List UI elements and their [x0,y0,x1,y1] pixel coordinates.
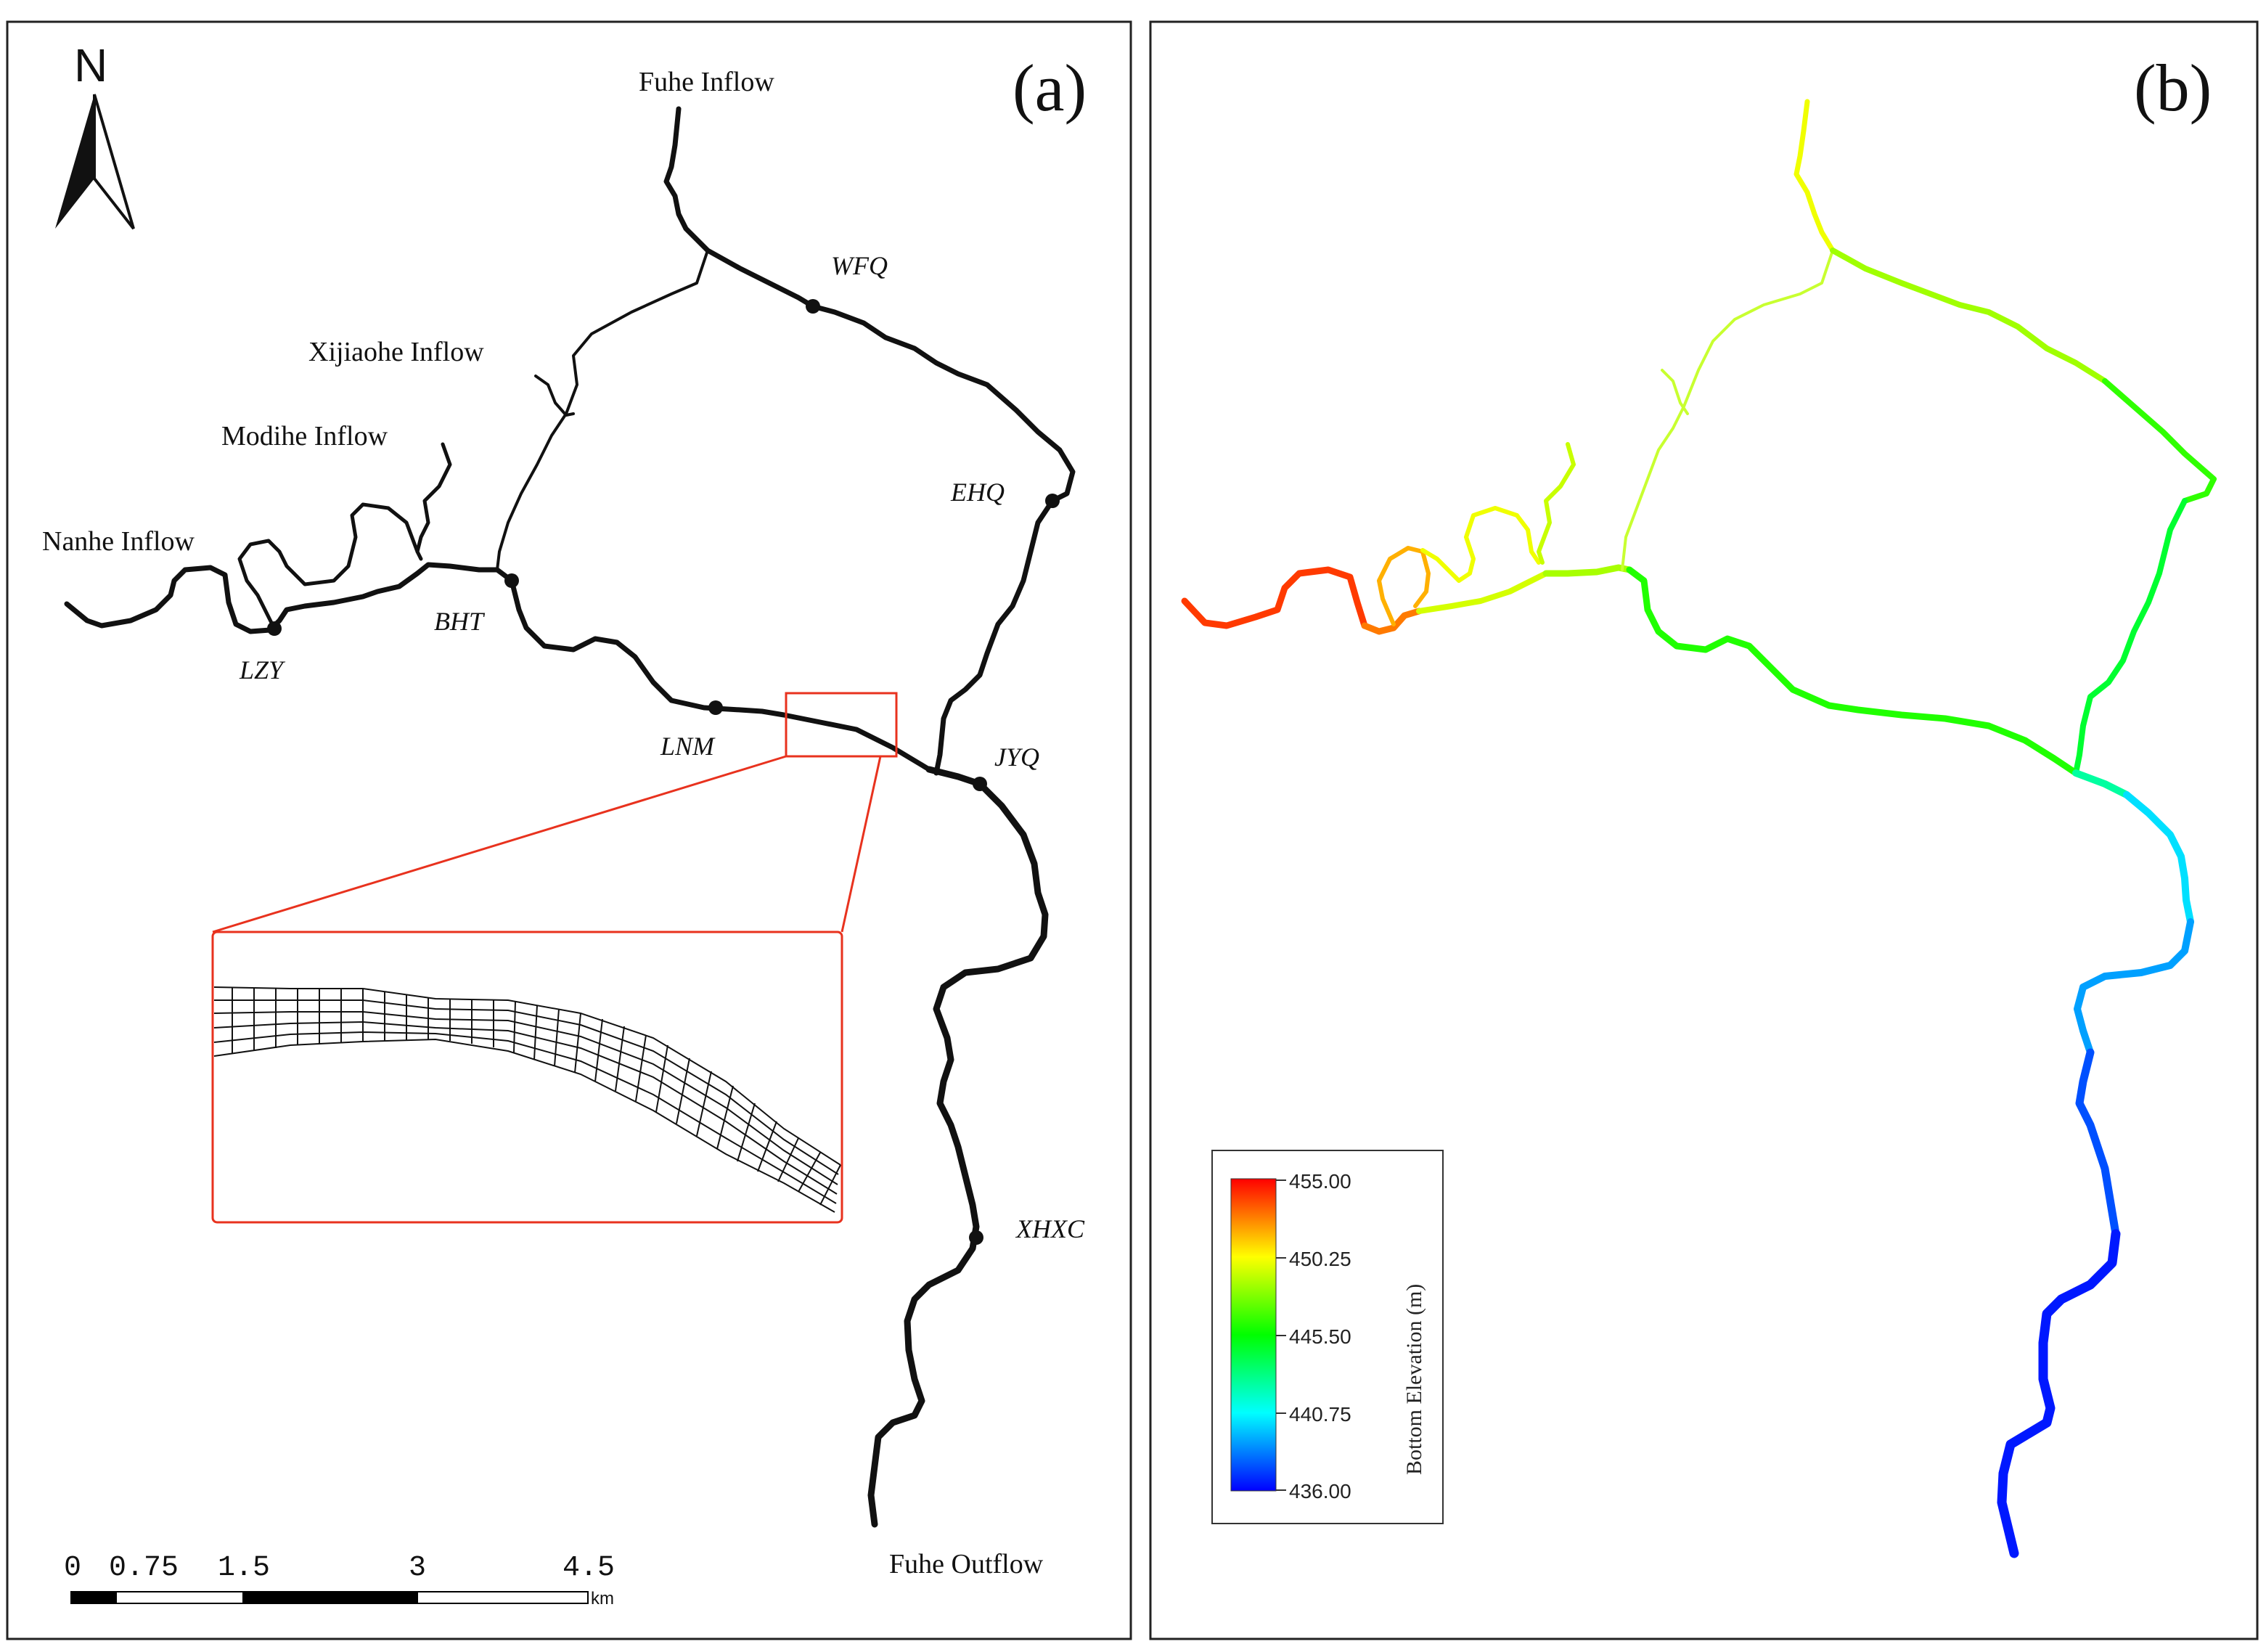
panel-a-tag: (a) [1013,51,1087,125]
elevation-river-network [1181,99,2217,1558]
xijiaohe-river [496,249,709,571]
scale-unit: km [591,1589,614,1608]
modihe-river [415,442,452,561]
colorbar-tick-450-25: 450.25 [1289,1248,1351,1270]
panel-a: (a) N WFQ EHQ BHT LZY LNM [6,20,1132,1640]
colorbar-tick-436: 436.00 [1289,1480,1351,1502]
scale-bar: 0 0.75 1.5 3 4.5 km [64,1552,615,1608]
fuhe-north-river [663,106,1076,504]
panel-a-frame [6,20,1132,1640]
north-arrow-icon: N [55,39,135,230]
station-xhxc-label: XHXC [1015,1214,1085,1243]
colorbar-title: Bottom Elevation (m) [1402,1284,1426,1475]
colorbar-gradient [1230,1178,1277,1492]
colorbar-tick-445-5: 445.50 [1289,1325,1351,1348]
station-wfq-marker [806,299,820,314]
east-branch-river [933,498,1055,776]
station-jyq-label: JYQ [994,743,1039,772]
modihe-inflow-label: Modihe Inflow [221,421,388,451]
station-lzy-label: LZY [239,655,286,684]
nanhe-river [64,562,932,772]
colorbar-legend: 455.00 450.25 445.50 440.75 436.00 Botto… [1211,1150,1444,1524]
xijiaohe-inflow-label: Xijiaohe Inflow [308,337,484,367]
north-label: N [74,39,107,91]
station-xhxc-marker [969,1230,983,1245]
zoom-inset-frame [211,931,843,1224]
station-ehq-marker [1045,494,1060,508]
fuhe-inflow-label: Fuhe Inflow [639,67,774,97]
scale-tick-4-5: 4.5 [563,1552,615,1584]
scale-tick-0-75: 0.75 [109,1552,179,1584]
mesh-grid-inset [213,986,841,1213]
scale-tick-0: 0 [64,1552,81,1584]
station-lnm-label: LNM [660,732,716,761]
colorbar-tick-455: 455.00 [1289,1170,1351,1193]
panel-b-tag: (b) [2134,51,2212,125]
xijiaohe-headwater [534,375,575,417]
nanhe-inflow-label: Nanhe Inflow [42,526,195,557]
modihe-loop [237,502,420,634]
station-jyq-marker [973,777,987,791]
station-lnm-marker [708,700,723,715]
scale-tick-1-5: 1.5 [218,1552,270,1584]
fuhe-south-river [867,766,1049,1528]
fuhe-outflow-label: Fuhe Outflow [889,1549,1044,1579]
station-bht-label: BHT [434,607,486,636]
station-wfq-label: WFQ [831,251,888,280]
colorbar-tick-440-75: 440.75 [1289,1403,1351,1426]
panel-b: (b) [1149,20,2259,1640]
zoom-source-box [785,692,898,758]
station-lzy-marker [267,621,282,636]
station-bht-marker [504,573,519,588]
panel-b-frame [1149,20,2259,1640]
scale-tick-3: 3 [409,1552,426,1584]
zoom-callout-line-left [212,755,787,933]
station-ehq-label: EHQ [950,478,1005,507]
zoom-callout-line-right [840,756,882,933]
